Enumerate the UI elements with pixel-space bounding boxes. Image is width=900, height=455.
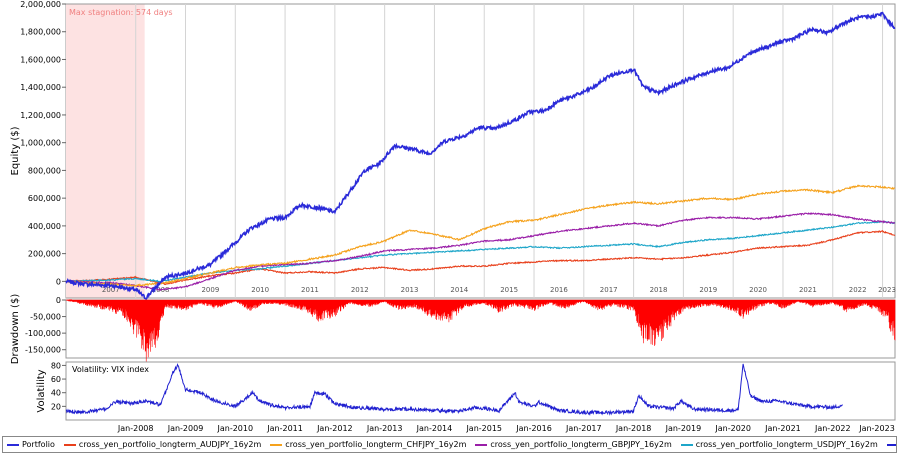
equity-year-label: 2012 (351, 286, 369, 294)
equity-year-label: 2023 (878, 286, 896, 294)
equity-y-tick-label: 800,000 (28, 166, 61, 175)
equity-year-label: 2022 (849, 286, 867, 294)
max-stagnation-annotation: Max stagnation: 574 days (69, 8, 173, 17)
volatility-x-tick-label: Jan-2011 (266, 424, 303, 433)
equity-y-tick-label: 600,000 (28, 194, 61, 203)
equity-year-label: 2010 (251, 286, 269, 294)
legend-label: cross_yen_portfolio_longterm_CHFJPY_16y2… (285, 440, 467, 449)
equity-y-tick-label: 400,000 (28, 222, 61, 231)
volatility-x-tick-label: Jan-2015 (465, 424, 502, 433)
volatility-plot-frame (65, 361, 896, 421)
equity-year-label: 2009 (201, 286, 219, 294)
legend-item-portfolio: Portfolio (7, 440, 55, 449)
legend-label: cross_yen_portfolio_longterm_AUDJPY_16y2… (78, 440, 262, 449)
volatility-line (65, 363, 843, 417)
equity-panel: 2,000,000 1,800,000 1,600,000 1,400,000 1,20… (10, 0, 896, 301)
legend-item-volatility: Volatility (886, 440, 896, 449)
drawdown-area (66, 298, 896, 363)
volatility-y-tick-label: 40 (51, 389, 61, 398)
equity-y-tick-label: 2,000,000 (20, 0, 61, 9)
gbpjpy-equity-line (65, 212, 895, 292)
equity-y-tick-label: 1,600,000 (20, 55, 61, 64)
audjpy-equity-line (65, 230, 896, 286)
equity-y-tick-label: 200,000 (28, 250, 61, 259)
volatility-x-tick-label: Jan-2012 (316, 424, 353, 433)
equity-y-tick-label: 1,000,000 (20, 139, 61, 148)
max-stagnation-region (66, 4, 145, 298)
equity-y-tick-label: 1,200,000 (20, 111, 61, 120)
legend-swatch (680, 443, 693, 446)
volatility-x-tick-label: Jan-2014 (416, 424, 453, 433)
volatility-x-tick-label: Jan-2010 (216, 424, 253, 433)
chart-legend: Portfolio cross_yen_portfolio_longterm_AU… (2, 436, 897, 453)
equity-year-label: 2019 (699, 286, 717, 294)
volatility-x-tick-label: Jan-2021 (764, 424, 801, 433)
volatility-x-tick-label: Jan-2008 (117, 424, 154, 433)
equity-year-label: 2017 (600, 286, 618, 294)
legend-label: cross_yen_portfolio_longterm_USDJPY_16y2… (695, 440, 878, 449)
volatility-panel: 80 60 40 20 Volatility: VIX index Volatilit… (36, 361, 896, 433)
equity-year-label: 2011 (301, 286, 319, 294)
legend-item-audjpy: cross_yen_portfolio_longterm_AUDJPY_16y2… (63, 440, 262, 449)
volatility-x-tick-label: Jan-2013 (366, 424, 403, 433)
drawdown-panel: 0 -50,000 -100,000 -150,000 Drawdown ($) (10, 294, 896, 365)
volatility-x-tick-label: Jan-2019 (665, 424, 702, 433)
equity-year-label: 2016 (550, 286, 568, 294)
volatility-y-tick-label: 60 (51, 375, 61, 384)
drawdown-y-tick-label: -100,000 (25, 329, 61, 338)
legend-swatch (7, 443, 19, 446)
usdjpy-equity-line (65, 220, 896, 283)
equity-series (65, 11, 896, 301)
volatility-series (65, 363, 843, 417)
volatility-x-tick-label: Jan-2017 (565, 424, 602, 433)
drawdown-series (66, 298, 896, 363)
volatility-y-axis: 80 60 40 20 (51, 361, 66, 411)
drawdown-axis-label: Drawdown ($) (10, 294, 21, 365)
legend-label: cross_yen_portfolio_longterm_GBPJPY_16y2… (490, 440, 672, 449)
legend-swatch (63, 443, 76, 446)
volatility-x-tick-label: Jan-2022 (814, 424, 851, 433)
drawdown-plot-frame (65, 299, 896, 359)
volatility-x-tick-label: Jan-2020 (714, 424, 751, 433)
drawdown-y-axis: 0 -50,000 -100,000 -150,000 (25, 296, 66, 355)
chart-canvas: 2,000,000 1,800,000 1,600,000 1,400,000 1,20… (10, 0, 896, 433)
equity-axis-label: Equity ($) (10, 126, 21, 175)
equity-year-label: 2015 (500, 286, 518, 294)
portfolio-equity-line (65, 11, 896, 301)
equity-y-tick-label: 1,800,000 (20, 28, 61, 37)
drawdown-y-tick-label: -50,000 (30, 313, 61, 322)
equity-y-tick-label: 0 (56, 277, 61, 286)
legend-item-gbpjpy: cross_yen_portfolio_longterm_GBPJPY_16y2… (475, 440, 672, 449)
volatility-x-tick-label: Jan-2009 (167, 424, 204, 433)
equity-year-label: 2013 (401, 286, 419, 294)
drawdown-y-tick-label: 0 (56, 296, 61, 305)
volatility-x-tick-label: Jan-2023 (858, 424, 895, 433)
legend-item-usdjpy: cross_yen_portfolio_longterm_USDJPY_16y2… (680, 440, 878, 449)
volatility-x-tick-label: Jan-2018 (615, 424, 652, 433)
equity-year-label: 2021 (799, 286, 817, 294)
equity-grid (135, 4, 884, 298)
volatility-title: Volatility: VIX index (72, 365, 149, 374)
legend-item-chfjpy: cross_yen_portfolio_longterm_CHFJPY_16y2… (270, 440, 466, 449)
equity-y-tick-label: 1,400,000 (20, 83, 61, 92)
equity-year-label: 2020 (749, 286, 767, 294)
drawdown-y-tick-label: -150,000 (25, 346, 61, 355)
volatility-x-axis: Jan-2008 Jan-2009 Jan-2010 Jan-2011 Jan-2012… (117, 424, 895, 433)
chfjpy-equity-line (65, 184, 896, 288)
equity-year-label: 2014 (450, 286, 468, 294)
volatility-y-tick-label: 20 (51, 402, 61, 411)
legend-label: Portfolio (22, 440, 55, 449)
equity-year-label: 2007 (102, 286, 120, 294)
volatility-x-tick-label: Jan-2016 (515, 424, 552, 433)
equity-y-axis: 2,000,000 1,800,000 1,600,000 1,400,000 1,20… (20, 0, 66, 286)
volatility-axis-label: Volatility (36, 369, 47, 412)
legend-swatch (475, 443, 488, 446)
legend-swatch (886, 443, 896, 446)
volatility-y-tick-label: 80 (51, 361, 61, 370)
equity-year-label: 2018 (650, 286, 668, 294)
equity-year-labels: 2007 2008 2009 2010 2011 2012 2013 2014 2015 2016… (102, 286, 896, 294)
legend-swatch (270, 443, 283, 446)
